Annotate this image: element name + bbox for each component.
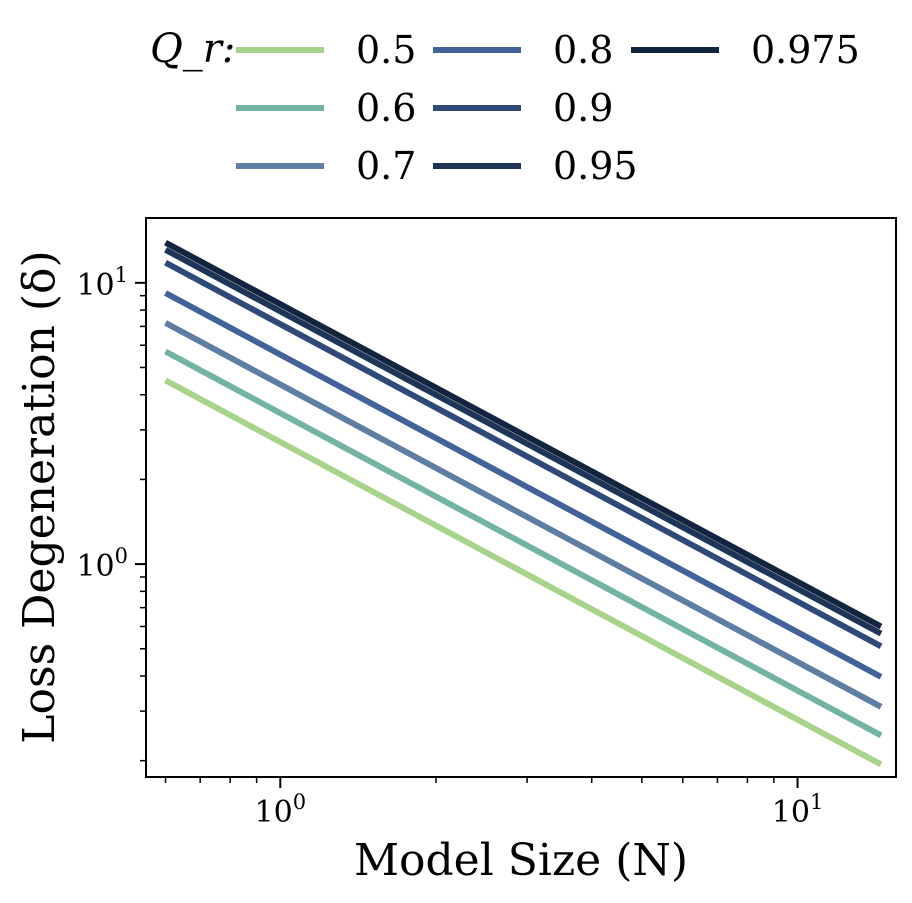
legend-label-0-8: 0.8 bbox=[553, 28, 613, 72]
series-lines bbox=[164, 239, 883, 768]
y-tick-label: 101 bbox=[76, 263, 128, 303]
series-line-0-7 bbox=[164, 320, 883, 710]
y-tick-label: 100 bbox=[76, 544, 128, 584]
y-tick-exponent: 0 bbox=[115, 544, 128, 568]
plot-frame bbox=[145, 217, 897, 778]
legend-label-0-95: 0.95 bbox=[553, 144, 638, 188]
x-axis-label: Model Size (N) bbox=[354, 835, 688, 886]
legend-label-0-7: 0.7 bbox=[356, 144, 416, 188]
legend-label-0-5: 0.5 bbox=[356, 28, 416, 72]
y-tick-base: 10 bbox=[76, 549, 114, 584]
legend-label-0-6: 0.6 bbox=[356, 86, 416, 130]
y-axis-label: Loss Degeneration (δ) bbox=[14, 250, 65, 743]
x-tick-exponent: 0 bbox=[293, 790, 306, 814]
x-axis-ticks: 100 101 bbox=[164, 777, 824, 830]
x-tick-base: 10 bbox=[255, 795, 293, 830]
series-line-0-5 bbox=[164, 377, 883, 768]
legend-title: Q_r: bbox=[150, 26, 235, 72]
series-line-0-95 bbox=[164, 247, 883, 637]
x-tick-label: 100 bbox=[255, 790, 307, 830]
legend: Q_r: 0.5 0.6 0.7 0.8 0.9 0.95 0.975 bbox=[150, 26, 860, 188]
legend-label-0-975: 0.975 bbox=[751, 28, 860, 72]
y-tick-base: 10 bbox=[76, 268, 114, 303]
y-tick-exponent: 1 bbox=[115, 263, 128, 287]
legend-title-text: Q_r: bbox=[150, 26, 235, 72]
series-line-0-6 bbox=[164, 348, 883, 739]
legend-label-0-9: 0.9 bbox=[553, 86, 613, 130]
x-tick-base: 10 bbox=[772, 795, 810, 830]
x-tick-exponent: 1 bbox=[810, 790, 823, 814]
legend-items: 0.5 0.6 0.7 0.8 0.9 0.95 0.975 bbox=[236, 28, 860, 188]
series-line-0-975 bbox=[164, 239, 883, 630]
series-line-0-8 bbox=[164, 290, 883, 680]
series-line-0-9 bbox=[164, 259, 883, 649]
x-tick-label: 101 bbox=[772, 790, 824, 830]
